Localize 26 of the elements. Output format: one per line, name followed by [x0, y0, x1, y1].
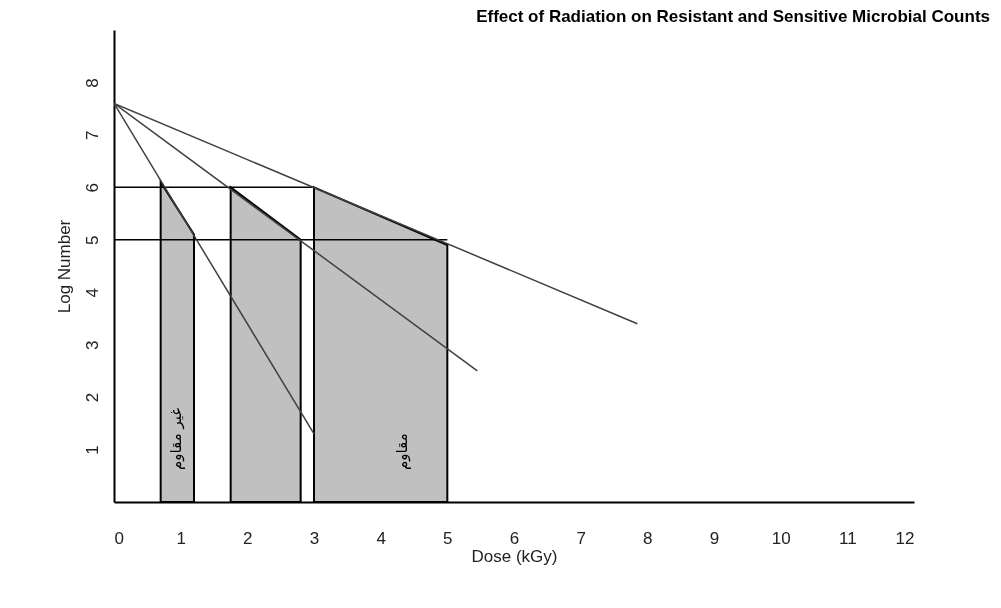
x-tick-label: 9 [709, 528, 720, 548]
y-tick-label: 1 [82, 445, 102, 455]
y-tick-label: 5 [82, 235, 102, 246]
y-tick-label: 4 [82, 287, 102, 298]
y-tick-label: 2 [82, 392, 102, 403]
y-tick-label: 8 [82, 78, 102, 88]
x-tick-label: 2 [243, 528, 253, 548]
annotation: مقاوم [393, 433, 411, 470]
x-tick-label: 3 [309, 528, 320, 548]
x-tick-label: 1 [176, 528, 186, 548]
x-tick-label: 6 [509, 528, 520, 548]
y-tick-label: 3 [82, 340, 102, 350]
x-tick-label: 4 [376, 528, 386, 548]
x-tick-label: 8 [643, 528, 653, 548]
x-tick-label: 11 [839, 528, 857, 548]
x-tick-label: 5 [443, 528, 453, 548]
x-tick-label: 10 [771, 528, 791, 548]
x-tick-label: 0 [114, 528, 124, 548]
y-tick-label: 6 [82, 183, 102, 193]
x-axis-title: Dose (kGy) [471, 546, 558, 566]
x-tick-label: 7 [576, 528, 586, 548]
y-axis-title: Log Number [54, 219, 74, 314]
annotation: غير مقاوم [167, 407, 185, 470]
x-tick-label: 12 [895, 528, 915, 548]
y-tick-label: 7 [82, 130, 102, 141]
chart-title: Effect of Radiation on Resistant and Sensitive Microbial Counts [476, 7, 990, 26]
